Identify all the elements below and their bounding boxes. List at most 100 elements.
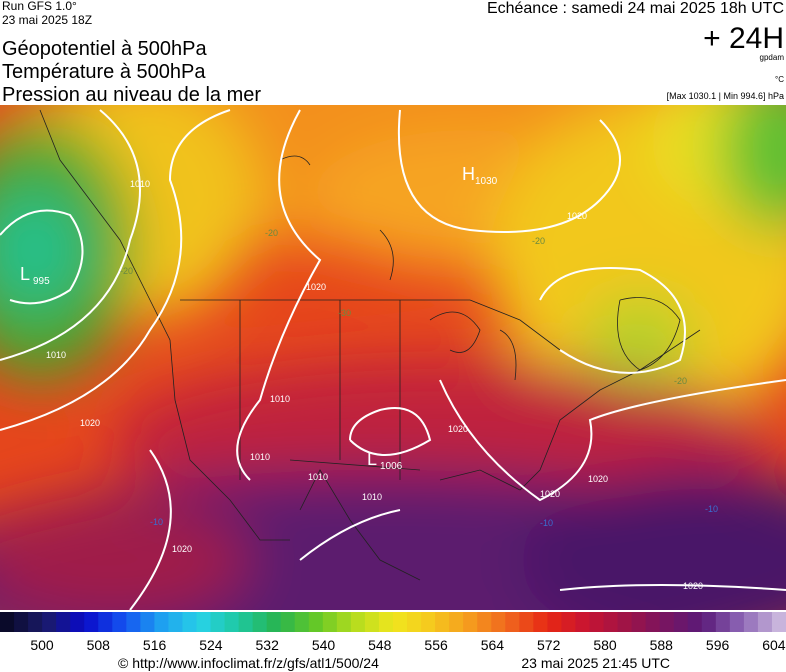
colorbar-swatch — [477, 612, 492, 632]
title-line: Pression au niveau de la mer — [2, 84, 261, 106]
footer-url: © http://www.infoclimat.fr/z/gfs/atl1/50… — [118, 655, 379, 671]
colorbar-label: 500 — [30, 637, 54, 653]
temperature-label: -30 — [338, 308, 351, 318]
colorbar-swatch — [407, 612, 422, 632]
colorbar-swatch — [603, 612, 619, 632]
colorbar: 500 508 516 524 532 540 548 556 564 572 580 588 596 6… — [0, 612, 786, 653]
colorbar-swatch — [350, 612, 366, 632]
colorbar-label: 548 — [368, 637, 392, 653]
colorbar-swatch — [252, 612, 268, 632]
colorbar-swatch — [463, 612, 478, 632]
colorbar-swatch — [378, 612, 394, 632]
colorbar-swatch — [308, 612, 324, 632]
colorbar-label: 596 — [706, 637, 730, 653]
isobar-label: 1010 — [270, 394, 290, 404]
run-date: 23 mai 2025 18Z — [2, 13, 92, 27]
footer-timestamp: 23 mai 2025 21:45 UTC — [521, 655, 670, 671]
colorbar-label: 588 — [650, 637, 674, 653]
colorbar-swatch — [0, 612, 15, 632]
pressure-center-value: 1030 — [475, 176, 498, 187]
colorbar-swatch — [364, 612, 380, 632]
map-field — [0, 105, 786, 610]
isobar-label: 1020 — [540, 489, 560, 499]
temperature-label: -10 — [705, 504, 718, 514]
isobar-label: 1020 — [448, 424, 468, 434]
colorbar-swatch — [743, 612, 759, 632]
colorbar-swatch — [617, 612, 633, 632]
colorbar-swatch — [449, 612, 464, 632]
colorbar-swatch — [126, 612, 141, 632]
pressure-center-value: 1006 — [380, 461, 403, 472]
colorbar-swatch — [266, 612, 282, 632]
colorbar-swatch — [336, 612, 352, 632]
isobar-label: 1010 — [250, 452, 270, 462]
colorbar-swatch — [14, 612, 29, 632]
colorbar-swatch — [196, 612, 212, 632]
colorbar-swatch — [715, 612, 731, 632]
isobar-label: 1020 — [80, 418, 100, 428]
isobar-label: 1020 — [306, 282, 326, 292]
pressure-extrema: [Max 1030.1 | Min 994.6] hPa — [667, 91, 784, 101]
colorbar-swatch — [757, 612, 773, 632]
isobar-label: 1020 — [172, 544, 192, 554]
pressure-center-value: 995 — [33, 276, 50, 287]
temperature-label: -20 — [674, 376, 687, 386]
colorbar-swatch — [210, 612, 226, 632]
colorbar-label: 532 — [256, 637, 280, 653]
colorbar-swatch — [421, 612, 436, 632]
title-line: Géopotentiel à 500hPa — [2, 38, 207, 60]
temperature-label: -10 — [540, 518, 553, 528]
colorbar-swatch — [56, 612, 71, 632]
isobar-label: 1010 — [362, 492, 382, 502]
isobar-label: 1020 — [588, 474, 608, 484]
colorbar-swatch — [154, 612, 169, 632]
colorbar-swatch — [224, 612, 240, 632]
colorbar-label: 556 — [424, 637, 448, 653]
colorbar-swatch — [575, 612, 590, 632]
colorbar-swatch — [168, 612, 183, 632]
colorbar-label: 572 — [537, 637, 561, 653]
lead-time: + 24H — [703, 22, 784, 55]
colorbar-swatch — [491, 612, 506, 632]
colorbar-swatch — [687, 612, 703, 632]
title-line: Température à 500hPa — [2, 61, 206, 83]
colorbar-swatch — [645, 612, 661, 632]
colorbar-swatch — [729, 612, 745, 632]
pressure-center-letter: L — [367, 449, 377, 469]
colorbar-swatch — [435, 612, 450, 632]
colorbar-swatch — [561, 612, 576, 632]
colorbar-swatch — [393, 612, 408, 632]
colorbar-label: 604 — [762, 637, 786, 653]
temperature-label: -20 — [120, 266, 133, 276]
temperature-label: -20 — [532, 236, 545, 246]
run-label: Run GFS 1.0° — [2, 0, 77, 13]
colorbar-swatch — [98, 612, 113, 632]
colorbar-label: 524 — [199, 637, 223, 653]
colorbar-swatch — [42, 612, 57, 632]
colorbar-swatch — [70, 612, 85, 632]
temperature-label: -10 — [150, 517, 163, 527]
colorbar-label: 564 — [481, 637, 505, 653]
colorbar-swatch — [28, 612, 43, 632]
colorbar-swatch — [771, 612, 786, 632]
colorbar-swatch — [659, 612, 675, 632]
colorbar-swatch — [519, 612, 534, 632]
colorbar-swatch — [505, 612, 520, 632]
colorbar-swatch — [589, 612, 605, 632]
colorbar-swatch — [84, 612, 99, 632]
colorbar-swatch — [631, 612, 647, 632]
unit-gpdam: gpdam — [760, 53, 785, 62]
colorbar-label: 508 — [87, 637, 111, 653]
colorbar-swatch — [533, 612, 548, 632]
echeance: Echéance : samedi 24 mai 2025 18h UTC — [487, 0, 784, 17]
colorbar-swatch — [112, 612, 127, 632]
colorbar-swatch — [322, 612, 338, 632]
isobar-label: 1020 — [683, 581, 703, 591]
colorbar-swatch — [238, 612, 254, 632]
colorbar-swatch — [294, 612, 310, 632]
colorbar-swatch — [280, 612, 296, 632]
colorbar-label: 580 — [593, 637, 617, 653]
isobar-label: 1010 — [308, 472, 328, 482]
colorbar-swatch — [140, 612, 155, 632]
